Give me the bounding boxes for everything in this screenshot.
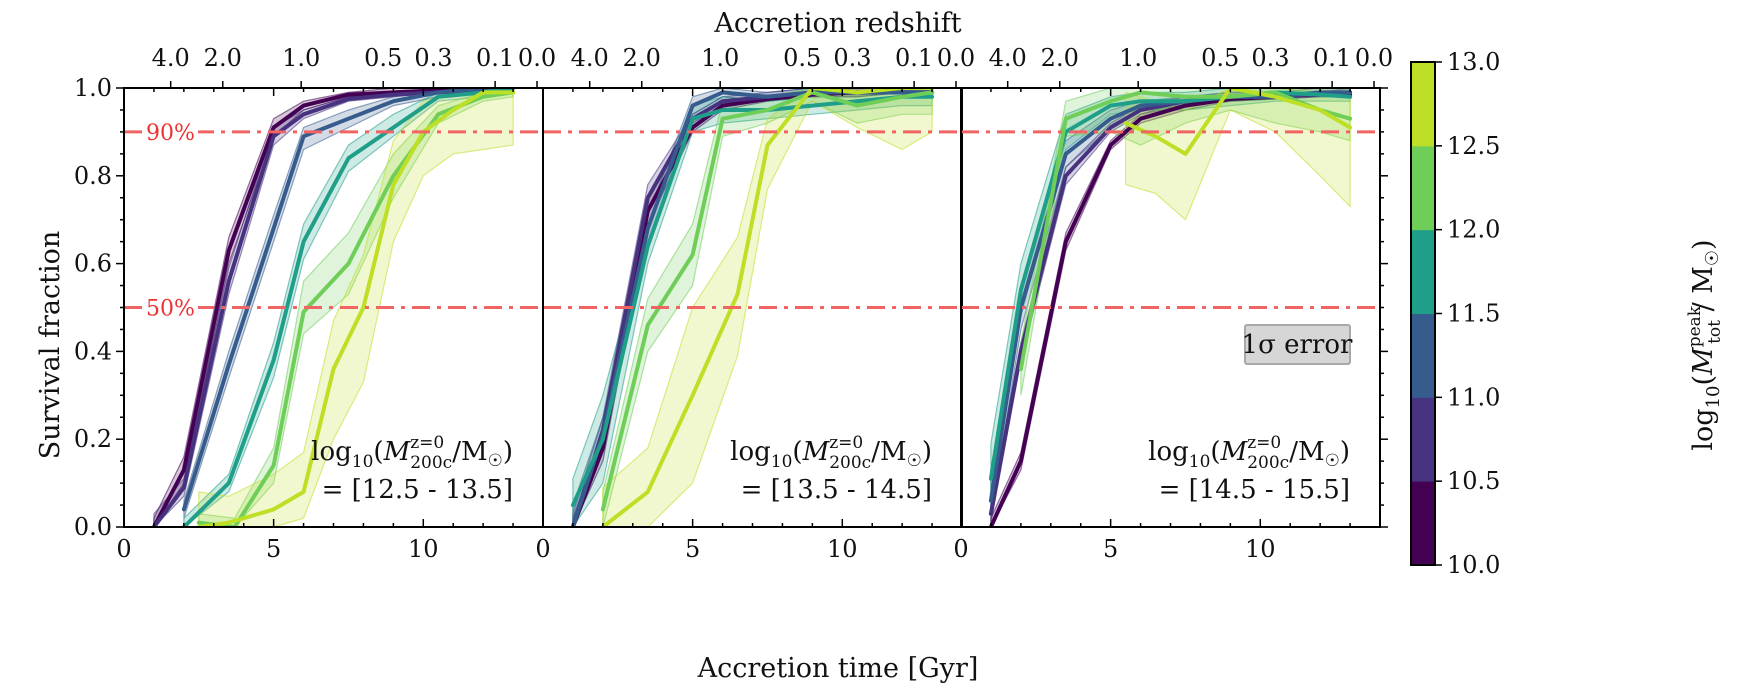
redshift-tick-label: 0.5 [783,44,821,72]
colorbar-tick-label: 13.0 [1447,48,1500,76]
error-band-10.0-10.5 [153,88,514,527]
colorbar: 10.0 10.5 11.0 11.5 12.0 12.5 13.0 [1410,48,1500,579]
colorbar-tick-label: 11.5 [1447,300,1500,328]
series-line-12.5-13.0 [196,90,516,527]
redshift-tick-label: 0.5 [1201,44,1239,72]
error-legend-label: 1σ error [1242,330,1353,360]
redshift-tick-label: 0.5 [364,44,402,72]
redshift-tick-label: 0.0 [518,44,556,72]
x-tick-label: 0 [953,535,968,563]
redshift-tick-label: 4.0 [152,44,190,72]
colorbar-segment-11.0-11.5 [1411,313,1435,398]
series-line-11.0-11.5 [570,90,935,527]
host-mass-label: log10(Mz=0 200c/M☉) [730,433,932,473]
y-axis-label: Survival fraction [35,231,66,460]
host-mass-range: = [13.5 - 14.5] [741,475,932,505]
y-tick-label: 0.6 [74,250,112,278]
host-mass-range: = [14.5 - 15.5] [1159,475,1350,505]
host-mass-label: log10(Mz=0 200c/M☉) [311,433,513,473]
redshift-tick-label: 2.0 [623,44,661,72]
series-line-12.5-13.0 [1123,88,1353,156]
x-tick-label: 10 [827,535,858,563]
x-axis-label: Accretion time [Gyr] [697,653,979,684]
error-legend-box [1244,324,1351,365]
series-line-12.5-13.0 [600,88,935,527]
colorbar-tick-label: 12.0 [1447,216,1500,244]
y-axis: 0.0 0.2 0.4 0.6 0.8 1.0 90% 50% [74,74,1388,541]
error-legend: 1σ error [1242,324,1353,365]
svg-text:log10(Mpeaktot / M☉): log10(Mpeaktot / M☉) [1685,239,1725,450]
reference-label-90%: 90% [146,121,195,146]
y-tick-label: 0.8 [74,162,112,190]
x-tick-label: 0 [116,535,131,563]
colorbar-tick-label: 10.5 [1447,467,1500,495]
redshift-tick-label: 0.1 [1313,44,1351,72]
redshift-tick-label: 4.0 [989,44,1027,72]
host-mass-range: = [12.5 - 13.5] [322,475,513,505]
panel-2: 0 5 10 4.0 2.0 1.0 0.5 0.3 0.1 0.0 log10(Mz=0 200c/… [535,44,975,563]
colorbar-segment-11.5-12.0 [1411,229,1435,314]
colorbar-tick-label: 11.0 [1447,383,1500,411]
redshift-tick-label: 2.0 [1041,44,1079,72]
series-line-11.5-12.0 [181,88,516,527]
top-axis-label: Accretion redshift [713,8,961,39]
y-tick-label: 0.4 [74,337,112,365]
series-line-12.0-12.5 [600,90,935,512]
y-tick-label: 0.0 [74,513,112,541]
x-tick-label: 10 [1245,535,1276,563]
redshift-tick-label: 4.0 [571,44,609,72]
redshift-tick-label: 0.0 [1355,44,1393,72]
reference-label-bg [142,118,198,145]
colorbar-tick-label: 12.5 [1447,132,1500,160]
reference-label-50%: 50% [146,297,195,322]
y-tick-label: 0.2 [74,425,112,453]
series-line-11.5-12.0 [988,90,1353,481]
x-tick-label: 5 [266,535,281,563]
x-tick-label: 0 [535,535,550,563]
series-line-11.0-11.5 [181,88,516,512]
redshift-tick-label: 0.1 [895,44,933,72]
colorbar-segment-10.5-11.0 [1411,397,1435,482]
redshift-tick-label: 1.0 [282,44,320,72]
colorbar-segment-12.5-13.0 [1411,62,1435,147]
host-mass-label: log10(Mz=0 200c/M☉) [1148,433,1350,473]
colorbar-tick-label: 10.0 [1447,551,1500,579]
colorbar-segment-12.0-12.5 [1411,145,1435,231]
x-tick-label: 5 [1103,535,1118,563]
error-band-12.5-13.0 [602,88,933,527]
redshift-tick-label: 2.0 [204,44,242,72]
redshift-tick-label: 0.0 [937,44,975,72]
redshift-tick-label: 0.1 [476,44,514,72]
redshift-tick-label: 1.0 [1119,44,1157,72]
x-tick-label: 5 [685,535,700,563]
panel-3: 0 5 10 4.0 2.0 1.0 0.5 0.3 0.1 0.0 log10(Mz=0 200c/… [953,44,1393,563]
series-line-11.5-12.0 [570,94,935,508]
colorbar-segment-10.0-10.5 [1411,481,1435,566]
redshift-tick-label: 0.3 [833,44,871,72]
reference-label-bg [142,294,198,321]
colorbar-label: log10(Mpeaktot / M☉) [1685,239,1725,450]
y-tick-label: 1.0 [74,74,112,102]
redshift-tick-label: 0.3 [1251,44,1289,72]
x-tick-label: 10 [408,535,439,563]
redshift-tick-label: 1.0 [701,44,739,72]
redshift-tick-label: 0.3 [414,44,452,72]
